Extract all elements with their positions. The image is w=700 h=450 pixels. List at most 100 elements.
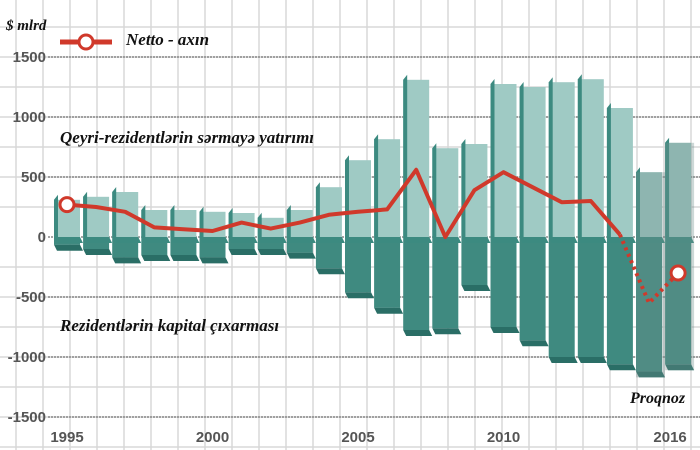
x-tick-label: 2000	[196, 429, 229, 446]
bar-negative	[636, 237, 662, 372]
bar-negative	[345, 237, 371, 293]
bar-positive-side	[403, 74, 408, 237]
bar-positive	[83, 196, 110, 237]
forecast-label: Proqnoz	[630, 390, 686, 407]
bar-zero-ledge	[315, 237, 345, 243]
bar-negative	[577, 237, 604, 357]
bar-negative	[665, 237, 692, 365]
bar-zero-ledge	[665, 237, 695, 243]
bar-positive-side	[432, 143, 437, 237]
bar-negative-bottom	[548, 357, 578, 363]
net-flow-line	[66, 167, 622, 239]
bar-positive-side	[345, 155, 349, 237]
x-tick-label: 1995	[50, 429, 83, 446]
bar-zero-ledge	[490, 237, 520, 243]
bar-negative-bottom	[228, 249, 258, 255]
bar-zero-ledge	[83, 237, 113, 243]
bar-positive	[403, 79, 430, 237]
bar-positive-side	[461, 139, 466, 237]
bar-negative-bottom	[54, 244, 83, 251]
y-tick-label: 1000	[13, 109, 46, 126]
label-nonresident-investment: Qeyri-rezidentlərin sərmayə yatırımı	[60, 128, 315, 147]
bar-positive	[636, 172, 662, 237]
bar-negative	[432, 237, 459, 329]
x-tick-label: 2010	[487, 429, 520, 446]
bar-zero-ledge	[403, 237, 433, 243]
bar-zero-ledge	[54, 237, 83, 243]
x-tick-label: 2016	[653, 429, 686, 446]
net-flow-start-marker	[58, 196, 76, 214]
net-flow-end-marker	[669, 264, 687, 282]
bar-negative-bottom	[519, 340, 549, 347]
bar-zero-ledge	[432, 237, 462, 243]
bar-negative-bottom	[286, 252, 316, 259]
legend-marker-icon	[77, 33, 95, 51]
bar-negative-bottom	[112, 257, 142, 264]
forecast-overlay	[636, 172, 665, 378]
bar-negative	[519, 237, 546, 341]
bar-zero-ledge	[286, 237, 316, 243]
y-tick-label: -500	[16, 289, 46, 306]
y-tick-label: 500	[21, 169, 46, 186]
bar-zero-ledge	[519, 237, 549, 243]
bar-zero-ledge	[548, 237, 578, 243]
bar-positive-side	[577, 74, 582, 237]
bar-negative-bottom	[606, 364, 636, 371]
forecast-overlay	[665, 142, 695, 371]
bar-negative-bottom	[403, 330, 433, 336]
bar-zero-ledge	[606, 237, 636, 243]
bar-positive-side	[636, 167, 640, 237]
bar-positive-side	[228, 208, 233, 237]
bar-positive-side	[54, 194, 58, 237]
bar-positive	[548, 82, 575, 237]
bar-positive-side	[374, 134, 379, 237]
y-tick-label: -1500	[8, 409, 46, 426]
legend-net-flow-label: Netto - axın	[126, 30, 210, 49]
bar-zero-ledge	[461, 237, 491, 243]
bar-positive	[170, 210, 197, 237]
bar-zero-ledge	[374, 237, 404, 243]
bar-negative-bottom	[490, 327, 520, 333]
bar-zero-ledge	[257, 237, 287, 243]
bar-negative-bottom	[577, 357, 607, 363]
bar-positive-side	[490, 79, 495, 237]
bar-positive-side	[286, 205, 291, 237]
bar-negative-bottom	[141, 255, 171, 261]
bar-negative-bottom	[83, 249, 113, 255]
bar-positive	[606, 108, 633, 237]
bar-positive	[345, 160, 371, 237]
bar-zero-ledge	[199, 237, 229, 243]
bar-negative	[461, 237, 488, 285]
bar-negative-bottom	[315, 268, 345, 275]
bar-negative-bottom	[170, 255, 200, 261]
bar-zero-ledge	[577, 237, 607, 243]
bar-zero-ledge	[170, 237, 200, 243]
bar-zero-ledge	[112, 237, 142, 243]
y-axis-label: $ mlrd	[6, 18, 47, 34]
bar-negative-bottom	[257, 249, 287, 255]
bar-positive-side	[519, 82, 524, 237]
bar-negative-bottom	[345, 292, 374, 299]
bar-negative	[548, 237, 575, 357]
bar-positive-side	[665, 137, 670, 237]
bar-positive-side	[606, 103, 611, 237]
bar-positive-side	[199, 206, 204, 237]
bar-negative-bottom	[636, 371, 665, 378]
bar-negative-bottom	[461, 285, 491, 291]
bar-positive	[665, 142, 692, 237]
y-tick-label: -1000	[8, 349, 46, 366]
bar-negative	[606, 237, 633, 365]
bar-positive	[519, 87, 546, 237]
bar-positive-side	[548, 77, 553, 237]
bar-negative-bottom	[374, 307, 404, 314]
bar-positive-side	[170, 205, 175, 237]
label-resident-capital-outflow: Rezidentlərin kapital çıxarması	[60, 316, 280, 335]
bar-negative-bottom	[665, 364, 695, 371]
bar-zero-ledge	[636, 237, 665, 243]
bar-negative	[374, 237, 401, 308]
bar-positive	[490, 84, 517, 237]
y-tick-label: 1500	[13, 49, 46, 66]
x-tick-label: 2005	[341, 429, 374, 446]
